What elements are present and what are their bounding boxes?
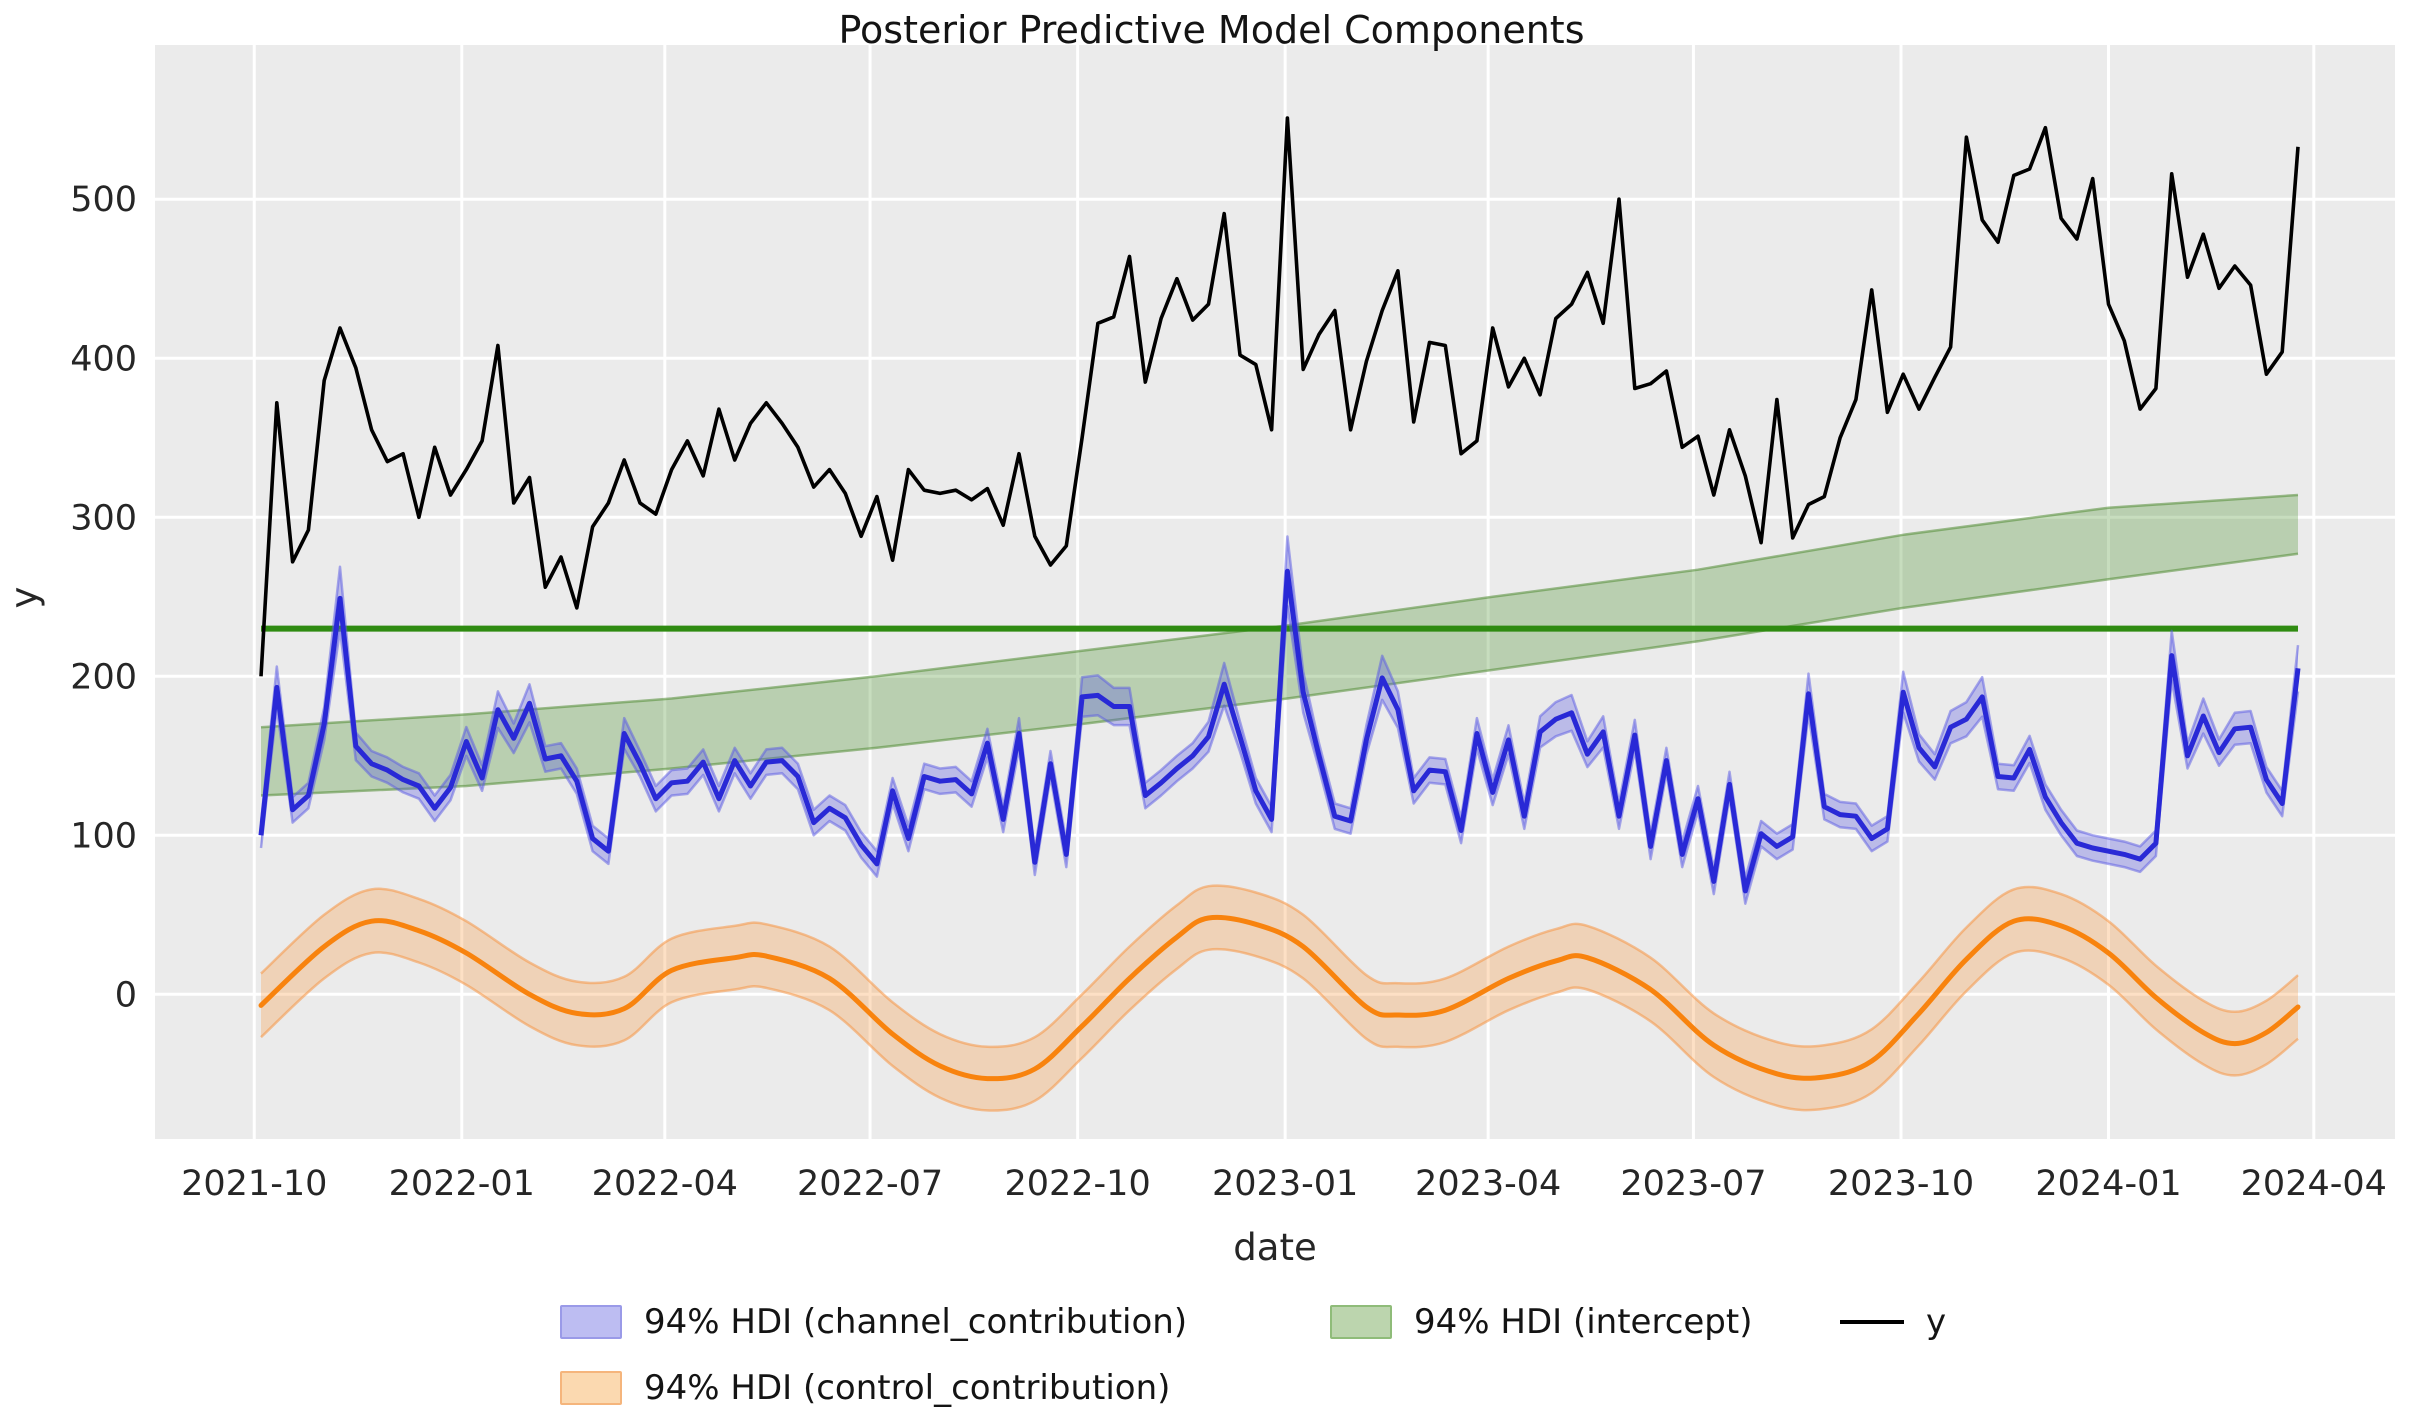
control-hdi-band [261,885,2298,1111]
x-axis-label: date [1233,1226,1317,1269]
legend-label-channel: 94% HDI (channel_contribution) [644,1302,1188,1342]
channel-mean-line [258,568,2301,894]
legend-item-intercept: 94% HDI (intercept) [1330,1302,1753,1342]
legend-item-y: y [1840,1302,1946,1342]
intercept-band-edge [260,493,2299,729]
x-tick-label: 2024-04 [2241,1164,2387,1204]
control-mean-line [258,914,2301,1082]
y-line-swatch [1840,1320,1904,1324]
control-band-edge [260,947,2299,1112]
legend-item-channel: 94% HDI (channel_contribution) [560,1302,1187,1342]
legend-label-y: y [1926,1302,1947,1342]
y-tick-label: 300 [70,498,137,538]
control-band-edge [260,884,2299,1049]
chart-title: Posterior Predictive Model Components [838,8,1585,52]
intercept-hdi-swatch [1330,1305,1392,1339]
x-tick-label: 2022-04 [592,1164,738,1204]
y-axis-label: y [2,586,46,609]
y-tick-label: 200 [70,657,137,697]
x-tick-label: 2023-01 [1212,1164,1358,1204]
x-tick-label: 2022-01 [389,1164,535,1204]
channel-hdi-swatch [560,1305,622,1339]
x-tick-label: 2023-04 [1415,1164,1561,1204]
y-tick-label: 100 [70,816,137,856]
x-tick-label: 2022-07 [797,1164,943,1204]
intercept-band-edge [260,552,2299,797]
y-tick-label: 400 [70,339,137,379]
x-tick-label: 2022-10 [1004,1164,1150,1204]
legend-label-intercept: 94% HDI (intercept) [1414,1302,1753,1342]
x-tick-label: 2024-01 [2035,1164,2181,1204]
legend-item-control: 94% HDI (control_contribution) [560,1368,1170,1408]
x-tick-label: 2023-07 [1620,1164,1766,1204]
x-tick-label: 2021-10 [181,1164,327,1204]
x-tick-label: 2023-10 [1828,1164,1974,1204]
y-observed-line [259,116,2300,677]
control-hdi-swatch [560,1371,622,1405]
y-tick-label: 500 [70,180,137,220]
y-tick-label: 0 [115,975,137,1015]
intercept-hdi-band [261,495,2298,796]
legend-label-control: 94% HDI (control_contribution) [644,1368,1171,1408]
